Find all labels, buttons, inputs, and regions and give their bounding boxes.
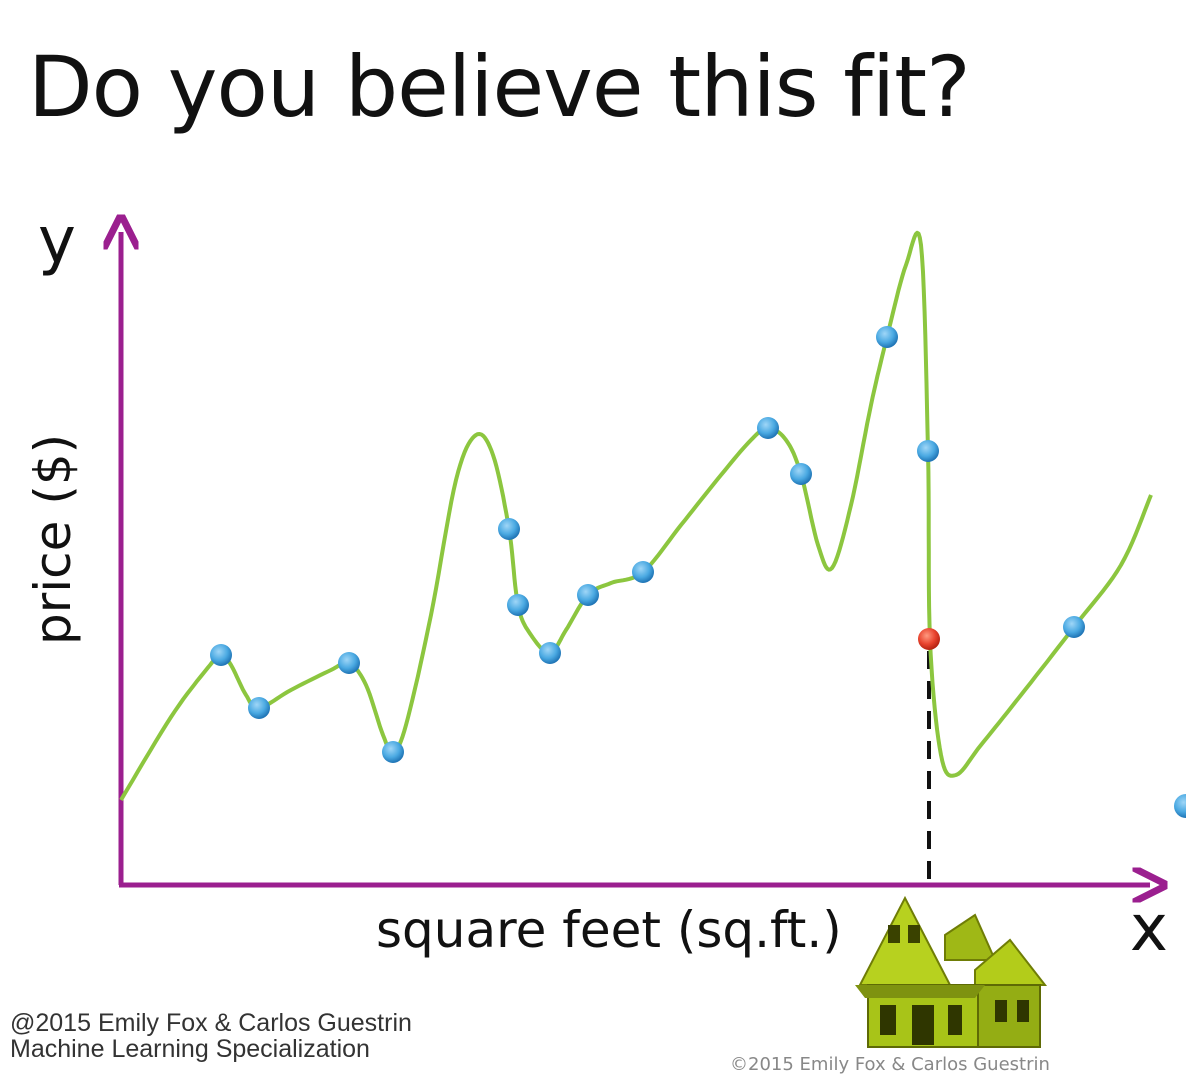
data-point-7 — [539, 642, 561, 664]
y-axis-label: price ($) — [24, 434, 82, 645]
watermark-line-1: @2015 Emily Fox & Carlos Guestrin — [10, 1009, 412, 1037]
watermark: @2015 Emily Fox & Carlos Guestrin Machin… — [10, 1010, 412, 1062]
data-point-9 — [632, 561, 654, 583]
data-point-4 — [382, 741, 404, 763]
fit-curve — [119, 230, 1153, 802]
data-point-14 — [1063, 616, 1085, 638]
data-point-3 — [338, 652, 360, 674]
y-axis-letter: y — [38, 204, 76, 278]
observation-points — [210, 326, 1085, 763]
data-point-11 — [790, 463, 812, 485]
offscreen-data-point — [1174, 794, 1186, 818]
slide-title: Do you believe this fit? — [28, 38, 971, 136]
watermark-line-2: Machine Learning Specialization — [10, 1035, 370, 1063]
data-point-8 — [577, 584, 599, 606]
prediction-point — [918, 628, 940, 650]
data-point-5 — [498, 518, 520, 540]
data-point-10 — [757, 417, 779, 439]
slide-copyright: ©2015 Emily Fox & Carlos Guestrin — [730, 1054, 1050, 1075]
data-point-12 — [876, 326, 898, 348]
house-icon — [855, 895, 1048, 1048]
data-point-6 — [507, 594, 529, 616]
x-axis-letter: x — [1130, 892, 1168, 966]
data-point-13 — [917, 440, 939, 462]
x-axis-label: square feet (sq.ft.) — [376, 901, 842, 959]
data-point-1 — [210, 644, 232, 666]
data-point-2 — [248, 697, 270, 719]
